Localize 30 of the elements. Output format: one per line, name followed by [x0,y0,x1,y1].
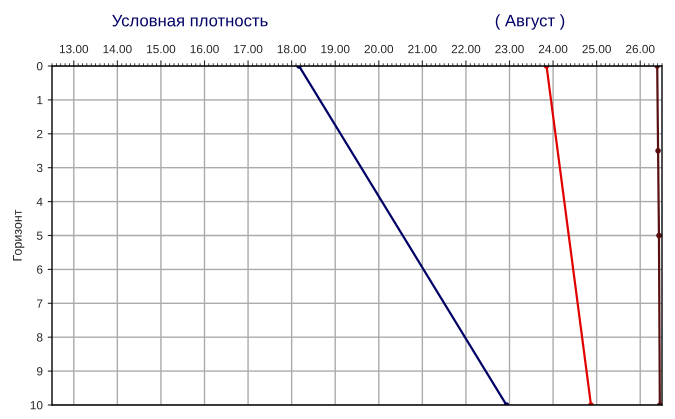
y-axis-title: Горизонт [13,210,24,260]
x-tick-label: 17.00 [234,44,262,54]
x-tick-label: 13.00 [60,44,88,54]
chart-title: Условная плотность [112,14,268,26]
x-tick-label: 25.00 [582,44,611,54]
y-tick-label: 9 [36,367,42,376]
point [655,148,661,154]
y-tick-label: 7 [37,299,42,308]
x-tick-label: 24.00 [538,44,568,54]
x-tick-label: 26.00 [626,44,655,54]
x-tick-label: 16.00 [190,44,219,54]
point [656,232,662,238]
y-tick-label: 0 [36,62,43,70]
x-tick-label: 22.00 [452,44,480,54]
y-tick-label: 5 [36,232,42,240]
x-tick-label: 23.00 [495,44,524,54]
x-tick-label: 14.00 [103,44,132,54]
x-tick-label: 21.00 [408,44,437,54]
x-tick-label: 15.00 [147,44,176,54]
y-tick-label: 10 [30,401,43,410]
x-tick-label: 19.00 [321,44,350,54]
y-tick-label: 3 [36,164,42,172]
y-tick-label: 1 [37,96,42,104]
y-tick-label: 8 [36,333,42,342]
chart-subtitle: ( Август ) [496,14,564,30]
y-tick-label: 2 [37,130,42,138]
x-tick-label: 20.00 [364,44,394,54]
y-tick-label: 6 [37,265,42,274]
y-tick-label: 4 [36,198,43,206]
x-tick-label: 18.00 [278,44,306,54]
